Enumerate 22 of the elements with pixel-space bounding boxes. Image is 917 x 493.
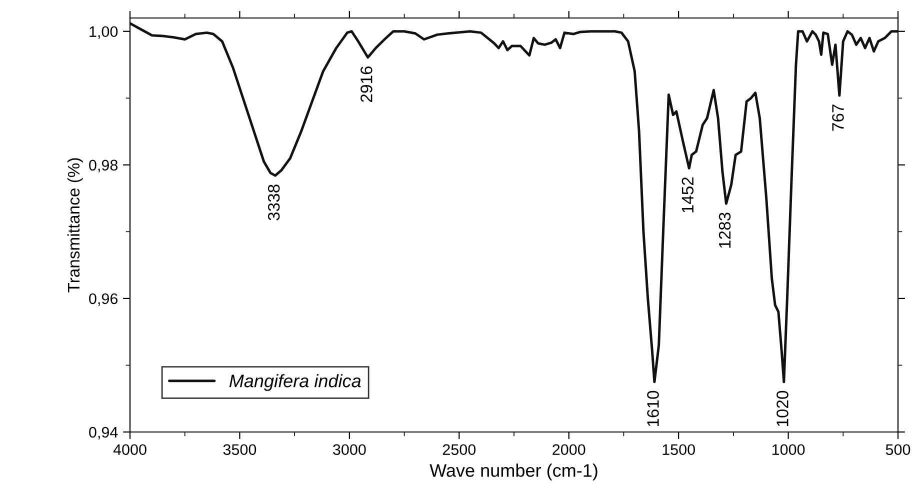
annotation: 1610	[647, 390, 659, 426]
x-tick-label: 1000	[772, 444, 805, 456]
y-tick-label: 0,98	[89, 160, 118, 172]
y-tick-label: 0,96	[89, 293, 118, 306]
x-tick-label: 3500	[223, 444, 256, 456]
annotation: 1283	[718, 212, 731, 248]
annotation: 2916	[360, 66, 372, 102]
annotation: 1452	[682, 177, 694, 212]
y-tick-label: 0,94	[89, 426, 118, 440]
y-axis-title: Transmittance (%)	[67, 158, 83, 292]
x-tick-label: 2500	[442, 444, 476, 456]
x-tick-label: 2000	[552, 444, 586, 456]
x-tick-label: 1500	[662, 444, 695, 456]
x-tick-label: 500	[886, 444, 910, 456]
annotation: 1020	[776, 390, 788, 426]
x-tick-label: 4000	[113, 444, 146, 456]
annotation: 3338	[268, 184, 280, 220]
x-axis-title: Wave number (cm-1)	[430, 464, 598, 480]
y-tick-label: 1,00	[90, 26, 118, 39]
annotation: 767	[832, 104, 844, 131]
x-tick-label: 3000	[333, 444, 366, 456]
legend-label: Mangifera indica	[229, 374, 361, 391]
